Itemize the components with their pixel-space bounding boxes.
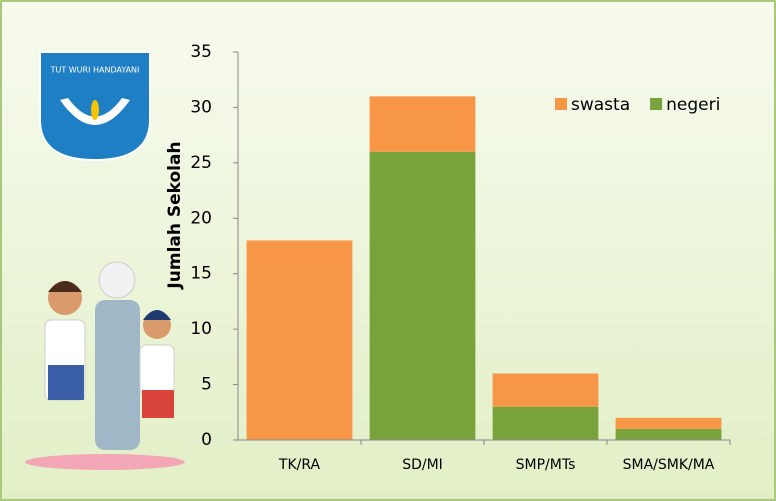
y-tick-label: 20 xyxy=(190,208,212,228)
bar-segment xyxy=(493,373,599,406)
legend-swatch xyxy=(555,98,567,110)
y-axis-title: Jumlah Sekolah xyxy=(165,141,185,289)
legend-swatch xyxy=(650,98,662,110)
bar-segment xyxy=(247,240,353,440)
bar-segment xyxy=(616,429,722,440)
legend-label: swasta xyxy=(571,95,630,115)
logo-text: TUT WURI HANDAYANI xyxy=(50,66,140,75)
chart: TUT WURI HANDAYANI Jumlah Sekolah 0 5 10 15… xyxy=(0,0,776,501)
x-tick-label: SD/MI xyxy=(402,457,443,473)
bar-segment xyxy=(370,152,476,440)
y-tick-label: 0 xyxy=(201,430,212,450)
y-tick-label: 30 xyxy=(190,97,212,117)
logo: TUT WURI HANDAYANI xyxy=(40,52,150,160)
bar-segment xyxy=(370,96,476,151)
bar-segment xyxy=(493,407,599,440)
y-tick-label: 35 xyxy=(190,42,212,62)
x-tick-label: TK/RA xyxy=(278,457,321,473)
y-tick-label: 5 xyxy=(201,375,212,395)
y-tick-label: 25 xyxy=(190,153,212,173)
bar-segment xyxy=(616,418,722,429)
legend-label: negeri xyxy=(666,95,720,115)
y-tick-label: 10 xyxy=(190,319,212,339)
x-tick-label: SMP/MTs xyxy=(516,457,576,473)
y-tick-label: 15 xyxy=(190,264,212,284)
x-tick-label: SMA/SMK/MA xyxy=(623,457,715,473)
